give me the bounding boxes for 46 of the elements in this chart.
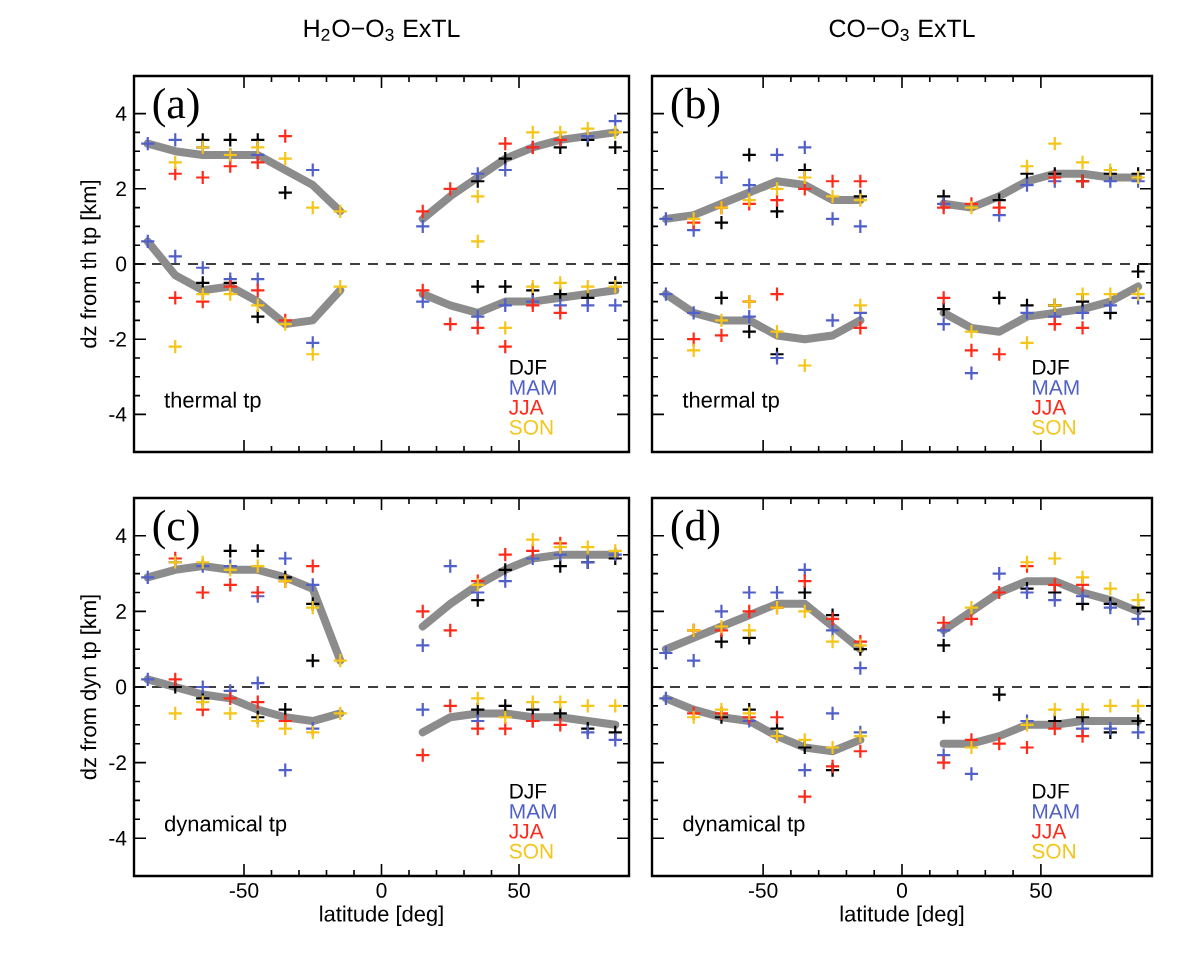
y-axis-title: dz from dyn tp [km] <box>80 595 101 780</box>
y-tick-label: 0 <box>116 679 127 695</box>
text: DJF <box>1033 360 1069 375</box>
text: MAM <box>510 804 556 819</box>
text: SON <box>509 843 553 859</box>
x-tick-label: -50 <box>748 883 778 898</box>
annotation: dynamical tp <box>683 815 805 836</box>
annotation: (d) <box>671 509 720 550</box>
y-tick-label: -2 <box>109 755 126 770</box>
text: DJF <box>510 784 547 799</box>
chart-title: H$_{2}$O−O$_{3}$ ExTL <box>304 19 460 41</box>
y-tick-label: -4 <box>109 831 127 846</box>
text: JJA <box>1031 400 1067 415</box>
annotation: thermal tp <box>682 391 779 413</box>
text: MAM <box>510 380 556 395</box>
text: SON <box>1032 419 1076 435</box>
chart-title: CO−O$_{3}$ ExTL <box>829 19 975 41</box>
text: MAM <box>1033 380 1079 395</box>
text: DJF <box>510 360 547 375</box>
x-tick-label: 0 <box>376 883 387 898</box>
text: MAM <box>1033 804 1079 819</box>
x-tick-label: -50 <box>229 883 259 898</box>
y-tick-label: -2 <box>109 331 126 347</box>
annotation: (c) <box>153 509 199 550</box>
annotation: dynamical tp <box>165 815 287 836</box>
text: SON <box>509 419 553 435</box>
y-tick-label: 2 <box>116 604 126 619</box>
annotation: (a) <box>153 87 199 128</box>
x-tick-label: 50 <box>508 883 530 898</box>
text: DJF <box>1033 784 1069 799</box>
annotation: (b) <box>671 87 720 128</box>
y-axis-title: dz from th tp [km] <box>80 180 101 348</box>
x-axis-title: latitude [deg] <box>320 905 443 926</box>
x-tick-label: 0 <box>897 883 907 898</box>
y-tick-label: -4 <box>109 407 127 422</box>
x-axis-title: latitude [deg] <box>840 905 964 926</box>
text: JJA <box>509 824 544 839</box>
y-tick-label: 4 <box>115 528 127 543</box>
y-tick-label: 0 <box>116 256 127 272</box>
y-tick-label: 4 <box>115 106 127 121</box>
text: JJA <box>1031 824 1067 839</box>
annotation: thermal tp <box>164 391 261 413</box>
text: SON <box>1032 843 1076 859</box>
x-tick-label: 50 <box>1030 883 1052 898</box>
y-tick-label: 2 <box>116 181 126 197</box>
text: JJA <box>509 400 544 415</box>
